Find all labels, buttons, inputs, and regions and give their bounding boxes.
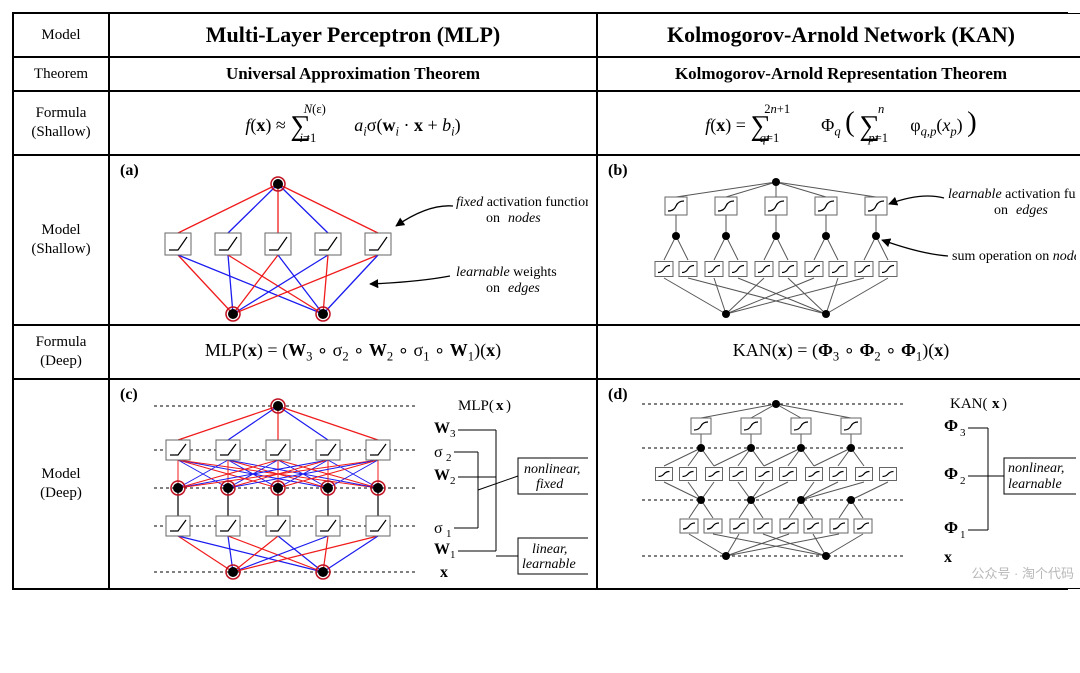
svg-text:x: x (944, 549, 952, 566)
mlp-shallow-diagram: (a) fixed activation functionson nodesle… (109, 155, 597, 325)
kan-shallow-svg: learnable activation functionson edges su… (606, 164, 1076, 324)
row-label-formula-shallow: Formula (Shallow) (13, 91, 109, 155)
kan-title: Kolmogorov-Arnold Network (KAN) (597, 13, 1080, 57)
kan-shallow-diagram: (b) learnable activation functionson edg… (597, 155, 1080, 325)
svg-text:nonlinear,: nonlinear, (524, 462, 580, 477)
svg-text:3: 3 (960, 427, 966, 439)
kan-formula-deep: KAN(x) = (Φ3 ∘ Φ2 ∘ Φ1)(x) (597, 325, 1080, 380)
svg-text:on: on (486, 211, 500, 226)
svg-text:1: 1 (446, 528, 452, 540)
svg-text:KAN(: KAN( (950, 396, 988, 412)
svg-text:edges: edges (1016, 203, 1048, 218)
svg-text:x: x (496, 398, 504, 414)
kan-deep-svg: KAN(x)Φ3Φ2Φ1xnonlinear,learnable (606, 388, 1076, 588)
mlp-title: Multi-Layer Perceptron (MLP) (109, 13, 597, 57)
svg-text:Φ: Φ (944, 416, 958, 435)
svg-text:nodes: nodes (508, 211, 541, 226)
panel-label-a: (a) (120, 162, 139, 180)
panel-label-c: (c) (120, 386, 138, 404)
svg-text:2: 2 (450, 475, 456, 487)
svg-text:σ: σ (434, 444, 443, 461)
svg-text:x: x (992, 396, 1000, 412)
mlp-shallow-svg: fixed activation functionson nodeslearna… (118, 164, 588, 324)
svg-text:learnable: learnable (522, 557, 576, 572)
svg-text:W: W (434, 420, 450, 437)
svg-text:MLP(: MLP( (458, 398, 494, 414)
svg-text:linear,: linear, (532, 542, 567, 557)
svg-text:2: 2 (960, 475, 966, 487)
svg-text:fixed activation functions: fixed activation functions (456, 195, 588, 210)
svg-text:learnable weights: learnable weights (456, 265, 557, 280)
svg-text:3: 3 (450, 428, 456, 440)
svg-text:edges: edges (508, 281, 540, 296)
mlp-formula-deep: MLP(x) = (W3 ∘ σ2 ∘ W2 ∘ σ1 ∘ W1)(x) (109, 325, 597, 380)
kan-theorem: Kolmogorov-Arnold Representation Theorem (597, 57, 1080, 91)
row-label-model: Model (13, 13, 109, 57)
svg-text:learnable: learnable (1008, 477, 1062, 492)
svg-text:x: x (440, 564, 448, 581)
svg-text:Φ: Φ (944, 464, 958, 483)
row-label-model-deep: Model (Deep) (13, 379, 109, 589)
svg-text:1: 1 (960, 529, 966, 541)
row-label-theorem: Theorem (13, 57, 109, 91)
svg-text:1: 1 (450, 549, 456, 561)
svg-text:W: W (434, 467, 450, 484)
svg-text:sum operation on nodes: sum operation on nodes (952, 249, 1076, 264)
mlp-theorem: Universal Approximation Theorem (109, 57, 597, 91)
mlp-deep-diagram: (c) MLP(x)W3σ2W2σ1W1xnonlinear,fixedline… (109, 379, 597, 589)
svg-text:on: on (994, 203, 1008, 218)
svg-text:2: 2 (446, 452, 452, 464)
comparison-table: Model Multi-Layer Perceptron (MLP) Kolmo… (12, 12, 1068, 590)
kan-deep-diagram: (d) KAN(x)Φ3Φ2Φ1xnonlinear,learnable 公众号… (597, 379, 1080, 589)
svg-text:): ) (1002, 396, 1007, 412)
panel-label-b: (b) (608, 162, 628, 180)
svg-text:W: W (434, 541, 450, 558)
svg-text:on: on (486, 281, 500, 296)
svg-text:fixed: fixed (536, 477, 564, 492)
svg-text:learnable activation functions: learnable activation functions (948, 187, 1076, 202)
mlp-deep-svg: MLP(x)W3σ2W2σ1W1xnonlinear,fixedlinear,l… (118, 388, 588, 588)
panel-label-d: (d) (608, 386, 628, 404)
row-label-formula-deep: Formula (Deep) (13, 325, 109, 380)
svg-text:σ: σ (434, 520, 443, 537)
kan-formula-shallow: f(x) = ∑q=12n+1 Φq ( ∑p=1n φq,p(xp) ) (597, 91, 1080, 155)
mlp-formula-shallow: f(x) ≈ ∑i=1N(ε) aiσ(wi · x + bi) (109, 91, 597, 155)
row-label-model-shallow: Model (Shallow) (13, 155, 109, 325)
svg-text:): ) (506, 398, 511, 414)
svg-text:Φ: Φ (944, 518, 958, 537)
svg-text:nonlinear,: nonlinear, (1008, 461, 1064, 476)
